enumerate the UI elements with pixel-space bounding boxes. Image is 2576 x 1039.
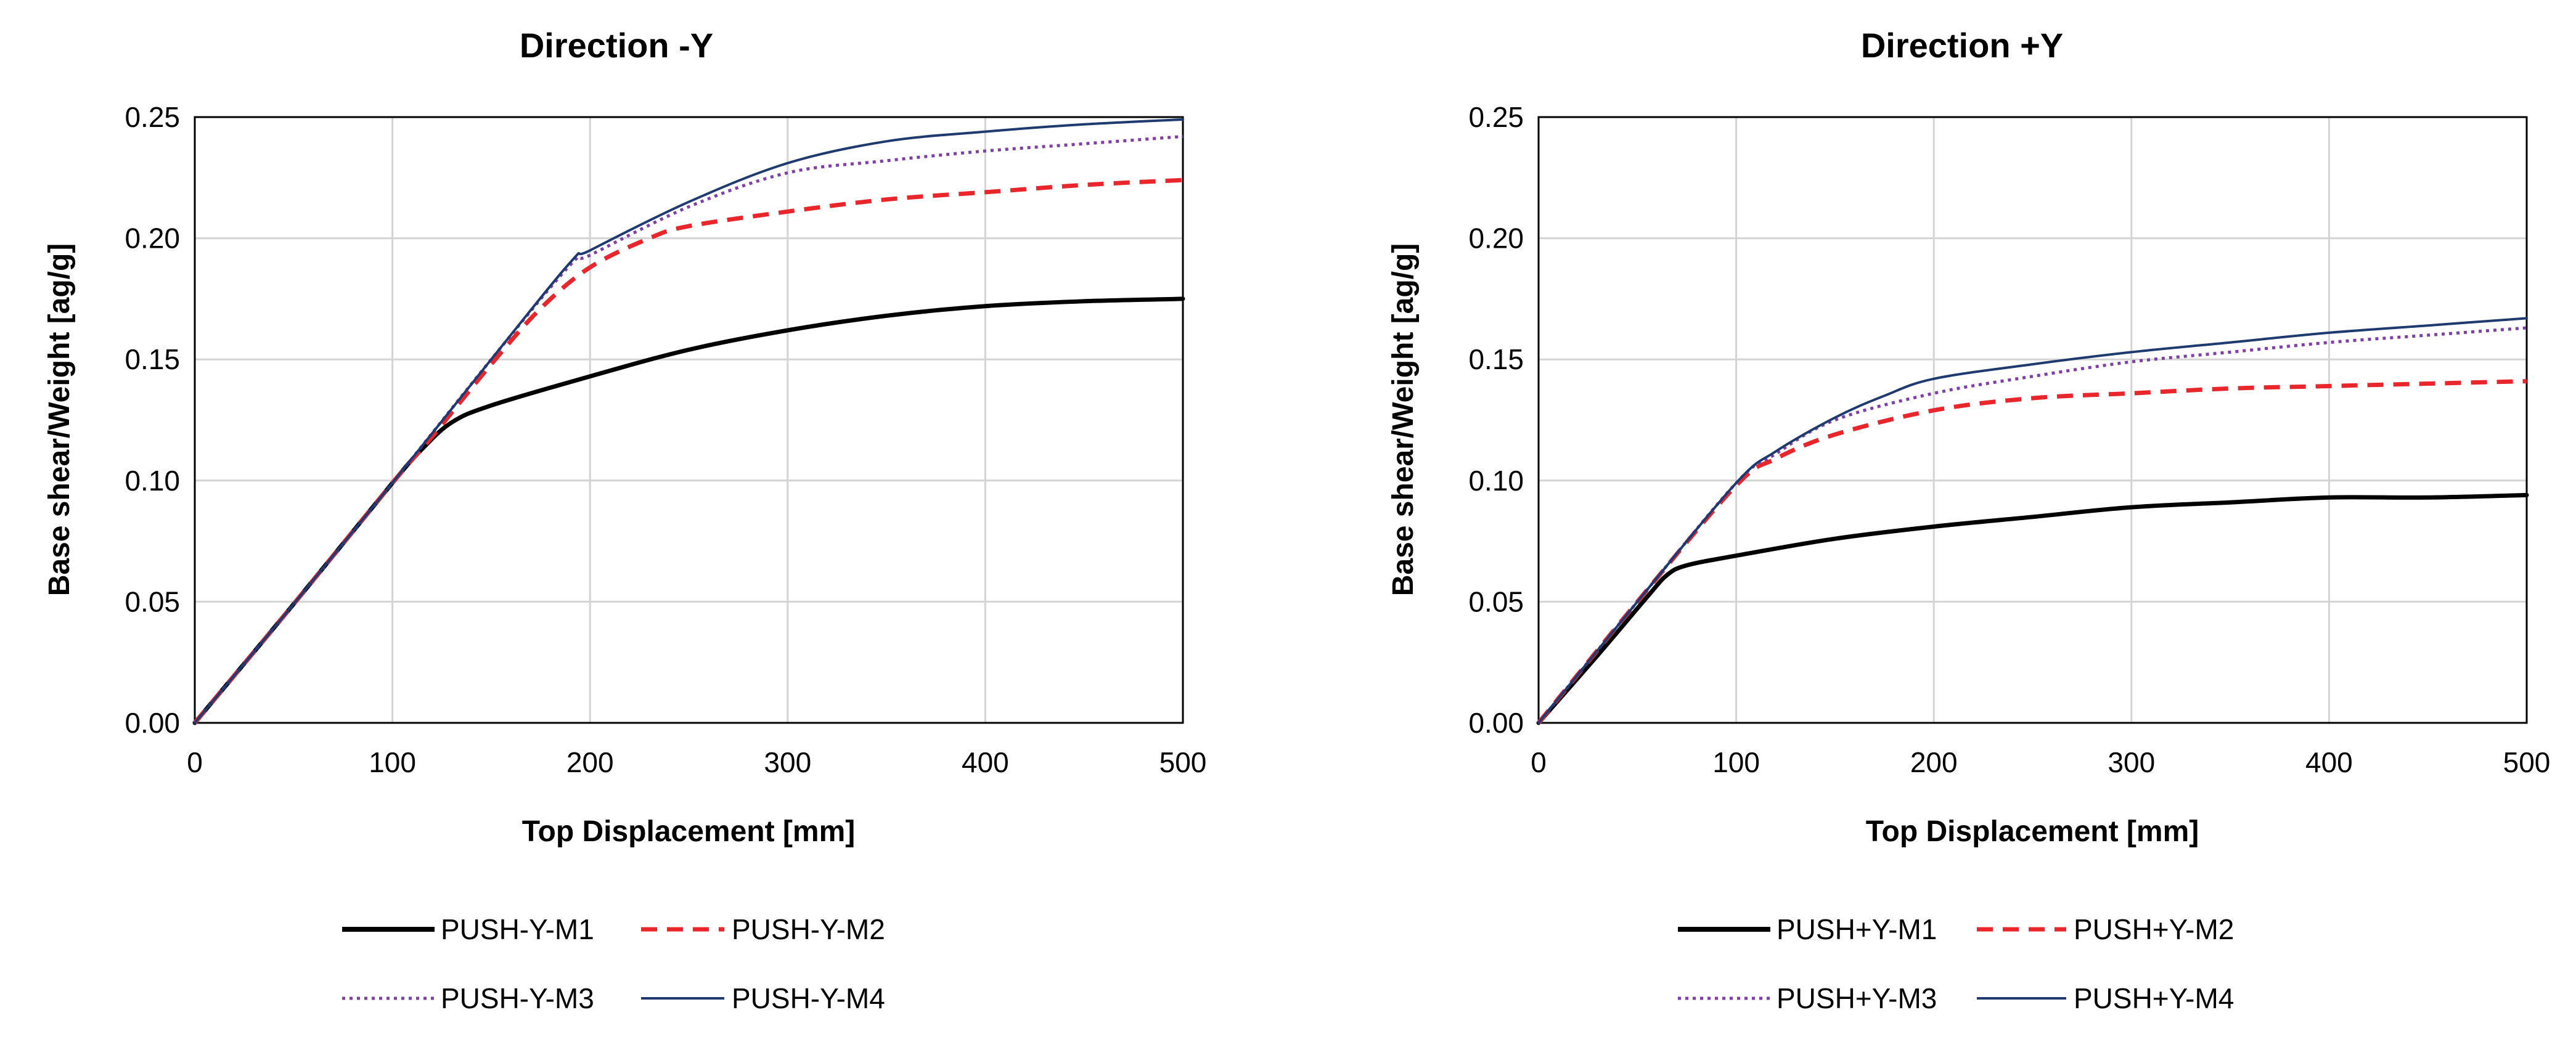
y-tick-label: 0.05	[125, 585, 180, 617]
series-line-push-y-m1	[192, 296, 1185, 725]
series-line-push-y-m4	[194, 118, 1184, 724]
chart-right-series	[1536, 317, 2529, 725]
legend-label-push-plus-y-m1: PUSH+Y-M1	[1777, 913, 1937, 945]
series-line-push-y-m3	[194, 135, 1184, 724]
x-tick-label: 300	[764, 746, 811, 778]
y-tick-label: 0.15	[125, 343, 180, 375]
x-tick-label: 400	[2305, 746, 2353, 778]
chart-right-title: Direction +Y	[1861, 26, 2063, 65]
x-tick-label: 500	[2503, 746, 2551, 778]
x-tick-label: 100	[369, 746, 416, 778]
chart-left-x-label: Top Displacement [mm]	[522, 815, 856, 848]
series-line-pushplus-y-m4	[1537, 317, 2528, 724]
chart-right-grid	[1537, 116, 2528, 724]
x-tick-label: 200	[566, 746, 614, 778]
y-tick-label: 0.10	[125, 465, 180, 497]
chart-right-y-ticks: 0.00 0.05 0.10 0.15 0.20 0.25	[1468, 101, 1524, 739]
x-tick-label: 400	[962, 746, 1009, 778]
y-tick-label: 0.20	[125, 222, 180, 255]
legend-label-push-plus-y-m3: PUSH+Y-M3	[1777, 982, 1937, 1014]
series-line-pushplus-y-m3	[1537, 326, 2527, 724]
x-tick-label: 0	[187, 746, 203, 778]
chart-left: Direction -Y 0.00 0.05 0.10 0.15 0.20 0.25 0 1…	[43, 26, 1206, 1014]
chart-right-x-label: Top Displacement [mm]	[1866, 815, 2199, 848]
y-tick-label: 0.10	[1468, 465, 1524, 497]
legend-label-push-y-m2: PUSH-Y-M2	[732, 913, 885, 945]
series-line-push-y-m2	[193, 177, 1184, 725]
y-tick-label: 0.00	[1468, 707, 1524, 739]
y-tick-label: 0.00	[125, 707, 180, 739]
chart-right-plot-frame	[1537, 116, 2528, 724]
chart-left-title: Direction -Y	[520, 26, 713, 65]
series-line-pushplus-y-m2	[1537, 379, 2527, 725]
y-tick-label: 0.20	[1468, 222, 1524, 255]
chart-left-y-label: Base shear/Weight [ag/g]	[43, 243, 76, 597]
series-line-pushplus-y-m1	[1536, 492, 2529, 725]
chart-right-x-ticks: 0 100 200 300 400 500	[1531, 746, 2550, 778]
chart-left-legend: PUSH-Y-M1 PUSH-Y-M2 PUSH-Y-M3 PUSH-Y-M4	[342, 913, 885, 1014]
x-tick-label: 0	[1531, 746, 1547, 778]
chart-left-series	[192, 118, 1185, 725]
legend-label-push-y-m4: PUSH-Y-M4	[732, 982, 885, 1014]
legend-label-push-plus-y-m4: PUSH+Y-M4	[2074, 982, 2234, 1014]
chart-left-x-ticks: 0 100 200 300 400 500	[187, 746, 1206, 778]
chart-right: Direction +Y 0.00 0.05 0.10 0.15 0.20 0.25 0 1…	[1387, 26, 2550, 1014]
y-tick-label: 0.25	[1468, 101, 1524, 133]
chart-left-plot-frame	[194, 116, 1184, 724]
chart-right-y-label: Base shear/Weight [ag/g]	[1387, 243, 1420, 597]
x-tick-label: 100	[1712, 746, 1760, 778]
y-tick-label: 0.25	[125, 101, 180, 133]
x-tick-label: 300	[2108, 746, 2155, 778]
y-tick-label: 0.15	[1468, 343, 1524, 375]
legend-label-push-y-m3: PUSH-Y-M3	[441, 982, 594, 1014]
chart-right-legend: PUSH+Y-M1 PUSH+Y-M2 PUSH+Y-M3 PUSH+Y-M4	[1678, 913, 2234, 1014]
x-tick-label: 500	[1159, 746, 1207, 778]
legend-label-push-y-m1: PUSH-Y-M1	[441, 913, 594, 945]
legend-label-push-plus-y-m2: PUSH+Y-M2	[2074, 913, 2234, 945]
chart-left-y-ticks: 0.00 0.05 0.10 0.15 0.20 0.25	[125, 101, 180, 739]
y-tick-label: 0.05	[1468, 585, 1524, 617]
x-tick-label: 200	[1910, 746, 1958, 778]
